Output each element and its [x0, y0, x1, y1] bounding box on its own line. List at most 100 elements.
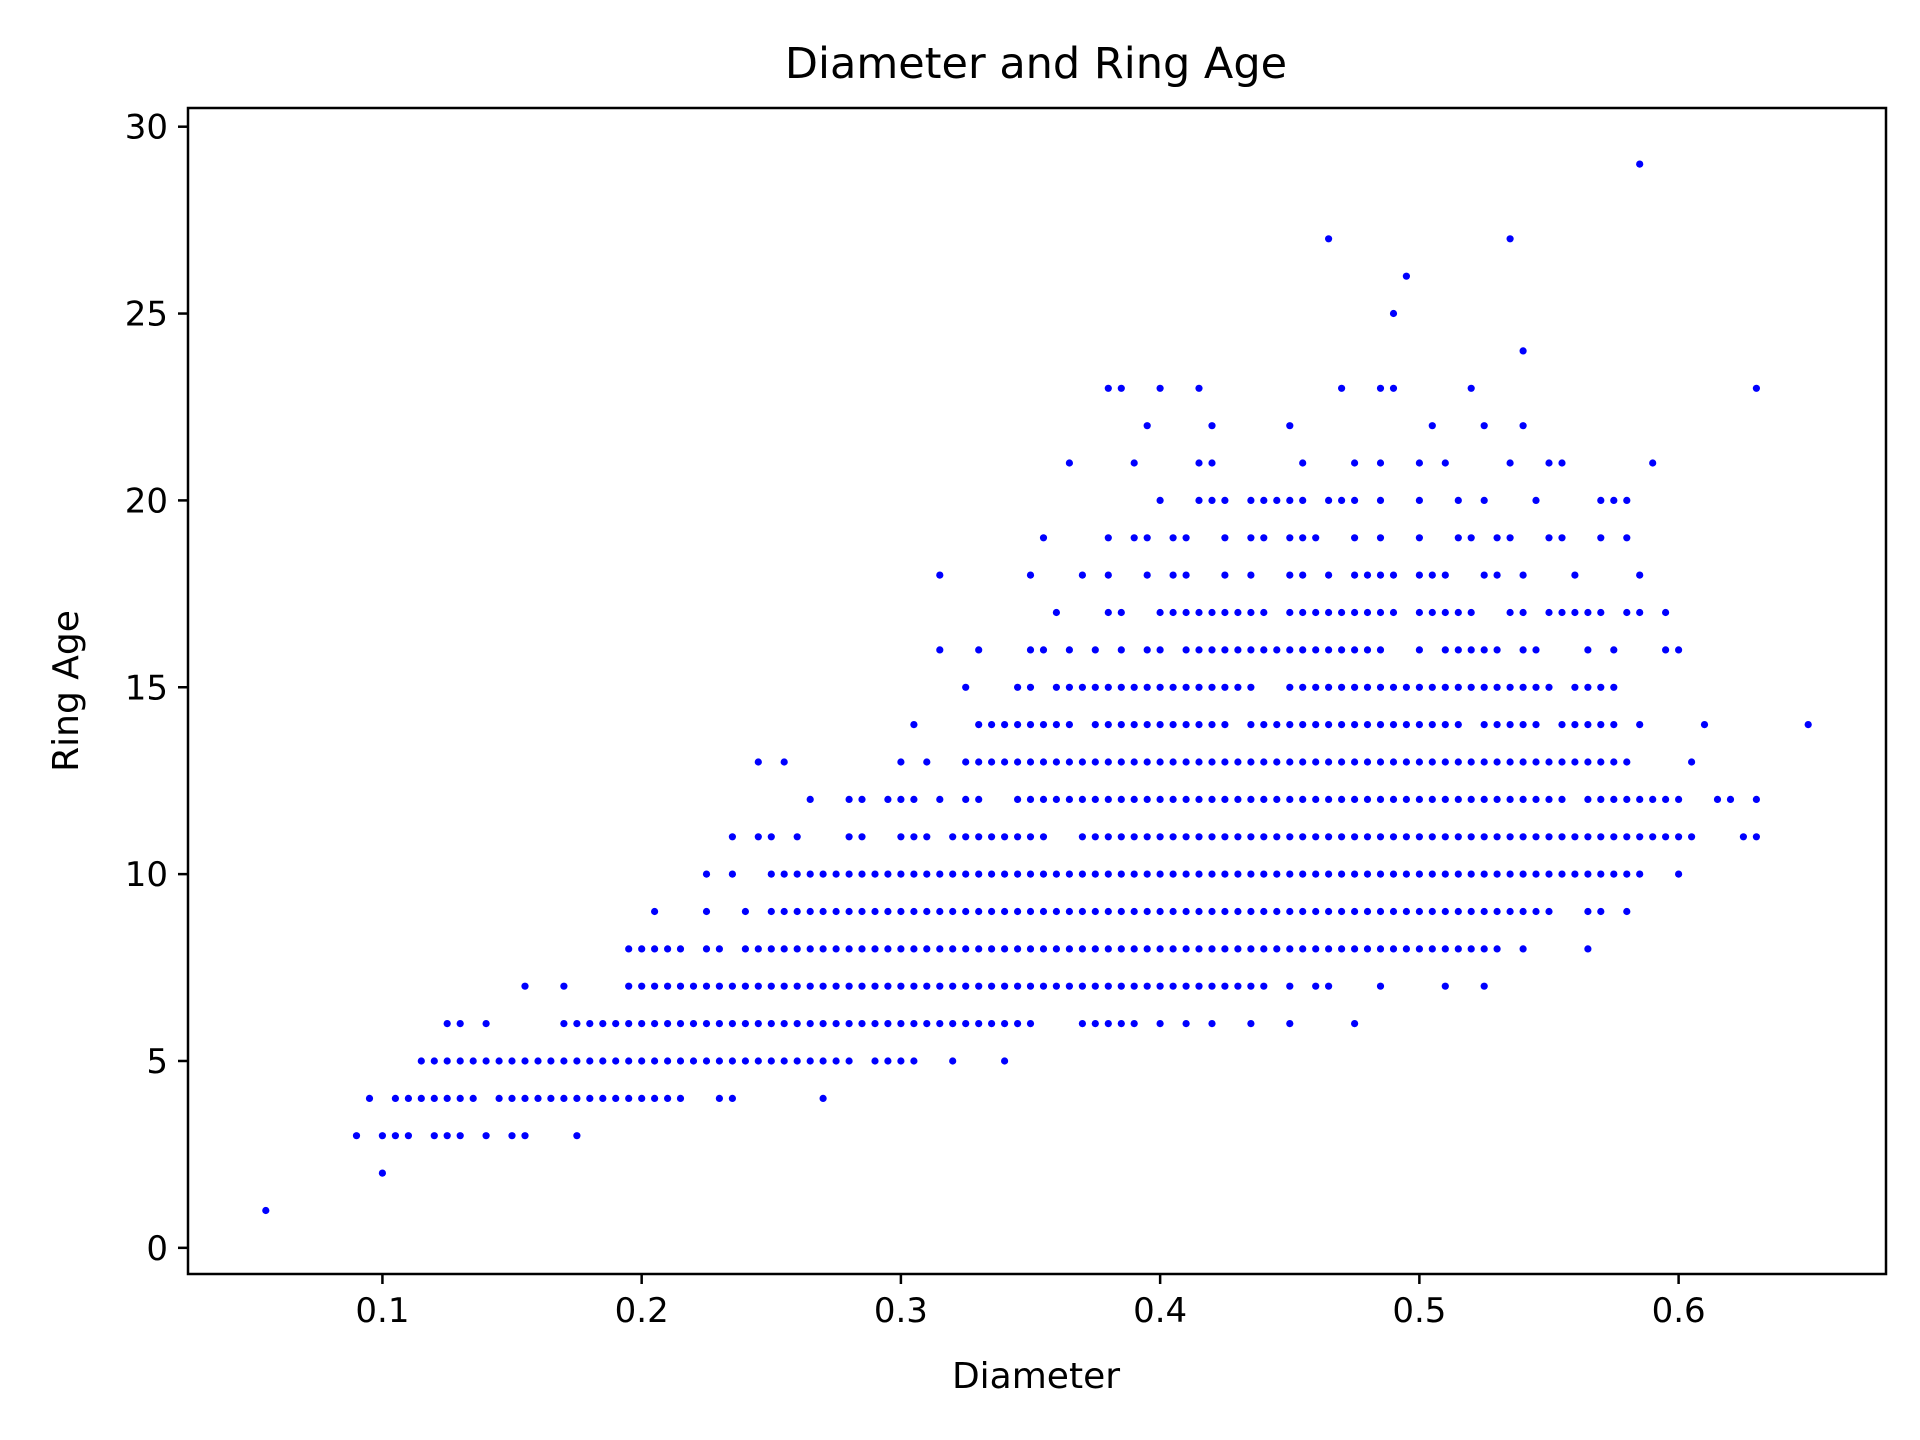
data-point — [1195, 945, 1203, 953]
data-point — [1351, 833, 1359, 841]
data-point — [832, 1057, 840, 1065]
data-point — [1026, 907, 1035, 916]
data-point — [1208, 646, 1216, 654]
data-point — [1597, 608, 1605, 617]
data-point — [1156, 758, 1164, 766]
data-point — [1273, 870, 1281, 878]
data-point — [676, 982, 685, 990]
data-point — [1351, 721, 1359, 729]
data-point — [1260, 758, 1268, 766]
data-point — [612, 1094, 620, 1102]
data-point — [1014, 833, 1022, 841]
data-point — [1519, 758, 1527, 766]
data-point — [1506, 833, 1514, 841]
data-point — [871, 870, 879, 878]
data-point — [780, 758, 788, 766]
data-point — [715, 1094, 724, 1102]
data-point — [988, 907, 996, 916]
data-point — [1688, 833, 1696, 841]
data-point — [1649, 833, 1657, 841]
data-point — [1286, 795, 1294, 804]
data-point — [1597, 833, 1605, 841]
data-point — [819, 870, 827, 878]
data-point — [1454, 870, 1462, 878]
data-point — [1117, 1020, 1125, 1028]
data-point — [1597, 758, 1605, 766]
data-point — [1156, 870, 1164, 878]
data-point — [858, 945, 866, 953]
data-point — [586, 1057, 594, 1065]
data-point — [430, 1132, 438, 1140]
data-point — [262, 1206, 270, 1215]
data-point — [1389, 870, 1398, 878]
data-point — [793, 945, 801, 953]
data-point — [1493, 758, 1501, 766]
data-point — [1325, 571, 1333, 579]
data-point — [1363, 795, 1372, 804]
data-point — [988, 870, 996, 878]
data-point — [1221, 683, 1229, 691]
data-point — [1363, 907, 1372, 916]
data-point — [1454, 608, 1462, 617]
data-point — [1428, 795, 1436, 804]
data-point — [1415, 833, 1423, 841]
data-point — [1493, 907, 1501, 916]
data-point — [1052, 795, 1060, 804]
data-point — [1273, 907, 1281, 916]
data-point — [1156, 795, 1164, 804]
data-point — [573, 1132, 581, 1140]
data-point — [1234, 870, 1242, 878]
data-point — [949, 1020, 957, 1028]
data-point — [1234, 982, 1242, 990]
data-point — [1091, 683, 1099, 691]
data-point — [1441, 870, 1449, 878]
data-point — [988, 721, 996, 729]
data-point — [1065, 721, 1073, 729]
data-point — [923, 870, 931, 878]
data-point — [1804, 721, 1812, 729]
data-point — [936, 795, 944, 804]
data-point — [1636, 795, 1644, 804]
data-point — [754, 1020, 762, 1028]
data-point — [1247, 870, 1255, 878]
data-point — [793, 1057, 801, 1065]
data-point — [1558, 608, 1566, 617]
data-point — [1208, 758, 1216, 766]
data-point — [404, 1132, 412, 1140]
data-point — [1221, 496, 1229, 504]
data-point — [1260, 534, 1268, 542]
data-point — [1091, 795, 1099, 804]
data-point — [1182, 982, 1190, 990]
data-point — [845, 907, 853, 916]
data-point — [1026, 758, 1035, 766]
data-point — [1247, 646, 1255, 654]
data-point — [702, 1057, 711, 1065]
data-point — [625, 1020, 633, 1028]
data-point — [1480, 721, 1488, 729]
data-point — [1312, 758, 1320, 766]
data-point — [1221, 758, 1229, 766]
data-point — [1182, 646, 1190, 654]
data-point — [832, 945, 840, 953]
data-point — [495, 1057, 503, 1065]
data-point — [1597, 907, 1605, 916]
data-point — [1402, 758, 1410, 766]
data-point — [1506, 235, 1514, 243]
data-point — [1312, 646, 1320, 654]
data-point — [1389, 608, 1398, 617]
data-point — [1454, 907, 1462, 916]
data-point — [1117, 721, 1125, 729]
data-point — [715, 1057, 724, 1065]
data-point — [1532, 683, 1540, 691]
data-point — [1039, 758, 1048, 766]
data-point — [1415, 907, 1423, 916]
y-tick-label: 0 — [146, 1229, 168, 1269]
data-point — [832, 982, 840, 990]
data-point — [1545, 795, 1553, 804]
data-point — [1467, 683, 1475, 691]
data-point — [806, 982, 814, 990]
data-point — [1312, 907, 1320, 916]
data-point — [1545, 608, 1553, 617]
data-point — [897, 1057, 905, 1065]
data-point — [1532, 870, 1540, 878]
